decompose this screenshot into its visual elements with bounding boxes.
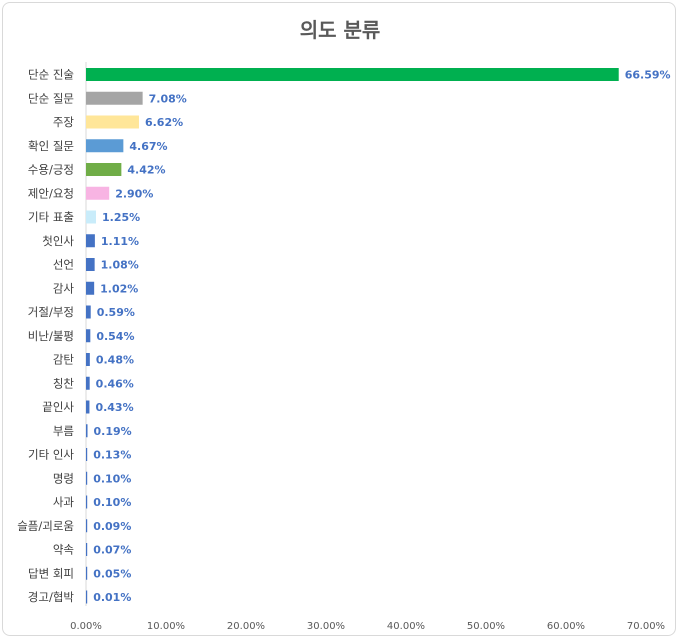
category-label: 경고/협박 xyxy=(28,590,75,604)
bar xyxy=(86,519,88,533)
category-label: 기타 표출 xyxy=(28,210,74,224)
data-label: 0.10% xyxy=(93,496,131,509)
category-label: 거절/부정 xyxy=(28,305,74,319)
category-label: 확인 질문 xyxy=(28,139,74,153)
x-tick-label: 60.00% xyxy=(547,621,585,632)
category-label: 단순 질문 xyxy=(28,91,74,105)
data-label: 1.08% xyxy=(101,259,139,272)
data-label: 0.19% xyxy=(94,425,132,438)
category-label: 기타 인사 xyxy=(28,448,74,462)
data-label: 4.42% xyxy=(127,164,165,177)
x-tick-label: 20.00% xyxy=(227,621,265,632)
data-label: 1.11% xyxy=(101,235,139,248)
category-label: 끝인사 xyxy=(42,400,74,414)
bar xyxy=(86,424,88,438)
category-label: 비난/불평 xyxy=(28,329,74,343)
category-label: 부름 xyxy=(53,424,74,438)
bar xyxy=(86,471,88,485)
data-label: 2.90% xyxy=(115,187,153,200)
data-label: 0.01% xyxy=(93,591,131,604)
bar xyxy=(86,115,139,129)
data-label: 0.07% xyxy=(93,544,131,557)
data-label: 6.62% xyxy=(145,116,183,129)
category-label: 감탄 xyxy=(53,353,75,367)
bar xyxy=(86,353,90,366)
data-label: 0.09% xyxy=(93,520,131,533)
category-label: 감사 xyxy=(53,281,75,295)
data-label: 7.08% xyxy=(149,92,187,105)
bar xyxy=(86,448,88,461)
category-label: 단순 진술 xyxy=(28,68,74,82)
data-label: 1.02% xyxy=(100,282,138,295)
bar xyxy=(86,186,110,200)
bar xyxy=(86,139,124,153)
bar xyxy=(86,258,95,271)
bar xyxy=(86,68,619,81)
data-label: 0.54% xyxy=(96,330,134,343)
data-label: 0.13% xyxy=(93,449,131,462)
bar xyxy=(86,234,95,248)
category-label: 주장 xyxy=(53,115,75,129)
bar xyxy=(86,543,88,556)
category-label: 약속 xyxy=(53,543,74,557)
x-tick-label: 0.00% xyxy=(70,621,102,632)
x-tick-label: 50.00% xyxy=(467,621,505,632)
category-label: 제안/요청 xyxy=(28,186,74,200)
data-label: 0.10% xyxy=(93,472,131,485)
data-label: 0.46% xyxy=(96,377,134,390)
bar xyxy=(86,163,122,176)
bar xyxy=(86,91,143,105)
data-label: 1.25% xyxy=(102,211,140,224)
category-label: 슬픔/괴로움 xyxy=(17,519,74,533)
bar xyxy=(86,400,90,414)
data-label: 0.48% xyxy=(96,354,134,367)
data-label: 0.43% xyxy=(95,401,133,414)
bar xyxy=(86,376,90,390)
bar xyxy=(86,305,91,319)
category-label: 첫인사 xyxy=(42,234,74,248)
data-label: 0.59% xyxy=(97,306,135,319)
bar xyxy=(86,566,88,580)
bar xyxy=(86,590,88,604)
data-label: 0.05% xyxy=(93,567,131,580)
data-label: 4.67% xyxy=(129,140,167,153)
chart-title: 의도 분류 xyxy=(299,18,381,42)
category-label: 수용/긍정 xyxy=(28,163,74,177)
bar xyxy=(86,281,95,295)
x-tick-label: 40.00% xyxy=(387,621,425,632)
bar xyxy=(86,329,91,343)
x-tick-label: 30.00% xyxy=(307,621,345,632)
category-label: 선언 xyxy=(53,258,74,272)
x-tick-label: 10.00% xyxy=(147,621,185,632)
category-label: 명령 xyxy=(53,471,74,485)
bar xyxy=(86,495,88,509)
category-label: 칭찬 xyxy=(53,376,75,390)
category-label: 답변 회피 xyxy=(28,566,74,580)
x-tick-label: 70.00% xyxy=(627,621,665,632)
bar xyxy=(86,210,96,224)
data-label: 66.59% xyxy=(625,69,671,82)
category-label: 사과 xyxy=(53,495,75,509)
